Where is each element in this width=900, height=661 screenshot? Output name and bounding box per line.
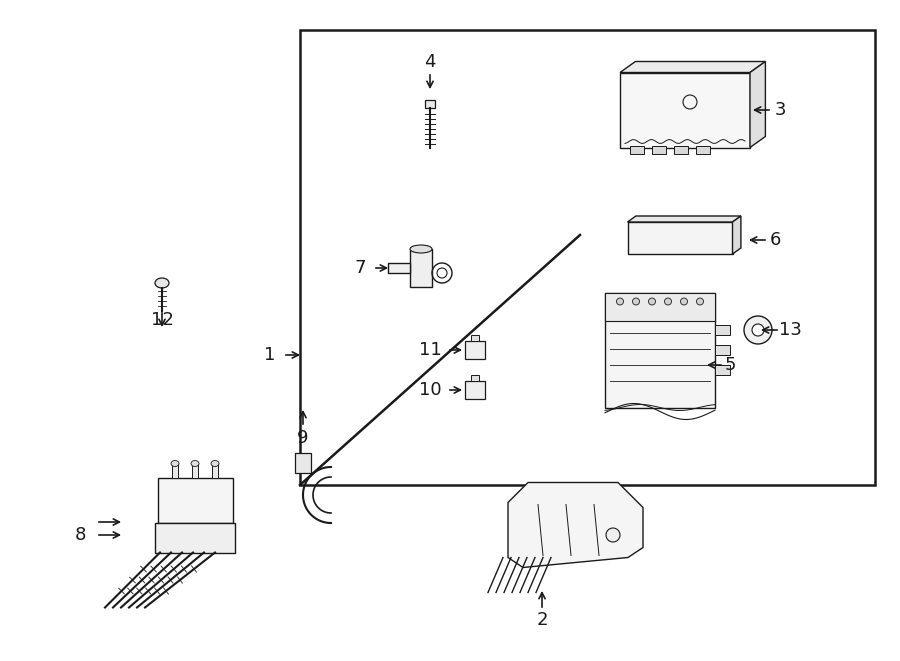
Bar: [465, 381, 485, 399]
Text: 1: 1: [265, 346, 275, 364]
Ellipse shape: [410, 245, 432, 253]
Polygon shape: [508, 483, 643, 568]
Circle shape: [680, 298, 688, 305]
Bar: [410, 249, 432, 287]
Bar: [715, 325, 730, 335]
Bar: [471, 375, 479, 381]
Circle shape: [697, 298, 704, 305]
Polygon shape: [388, 263, 410, 273]
Circle shape: [649, 298, 655, 305]
Ellipse shape: [171, 461, 179, 467]
Text: 12: 12: [150, 311, 174, 329]
Text: 7: 7: [355, 259, 365, 277]
Polygon shape: [620, 61, 765, 73]
Bar: [295, 453, 311, 473]
Bar: [425, 100, 435, 108]
Polygon shape: [627, 216, 741, 222]
Bar: [674, 145, 688, 153]
Bar: [715, 365, 730, 375]
Ellipse shape: [155, 278, 169, 288]
Bar: [471, 335, 479, 341]
Circle shape: [616, 298, 624, 305]
Bar: [620, 73, 750, 147]
Ellipse shape: [211, 461, 219, 467]
Text: 11: 11: [418, 341, 441, 359]
Bar: [192, 463, 198, 477]
Bar: [158, 477, 232, 522]
Text: 9: 9: [297, 429, 309, 447]
Circle shape: [744, 316, 772, 344]
Text: 2: 2: [536, 611, 548, 629]
Circle shape: [752, 324, 764, 336]
Text: 13: 13: [778, 321, 801, 339]
Text: 4: 4: [424, 53, 436, 71]
Text: 8: 8: [75, 526, 86, 544]
Bar: [652, 145, 666, 153]
Bar: [300, 30, 875, 485]
Bar: [696, 145, 710, 153]
Polygon shape: [733, 216, 741, 254]
Bar: [465, 341, 485, 359]
Circle shape: [633, 298, 640, 305]
Text: 10: 10: [418, 381, 441, 399]
Bar: [155, 522, 235, 553]
Bar: [212, 463, 218, 477]
Bar: [715, 345, 730, 355]
Text: 6: 6: [770, 231, 780, 249]
Text: 5: 5: [724, 356, 736, 374]
Text: 3: 3: [774, 101, 786, 119]
Circle shape: [664, 298, 671, 305]
Bar: [630, 145, 644, 153]
Polygon shape: [750, 61, 765, 147]
Circle shape: [606, 528, 620, 542]
Bar: [605, 293, 715, 321]
Bar: [172, 463, 178, 477]
Bar: [605, 293, 715, 407]
Bar: [627, 222, 733, 254]
Ellipse shape: [191, 461, 199, 467]
